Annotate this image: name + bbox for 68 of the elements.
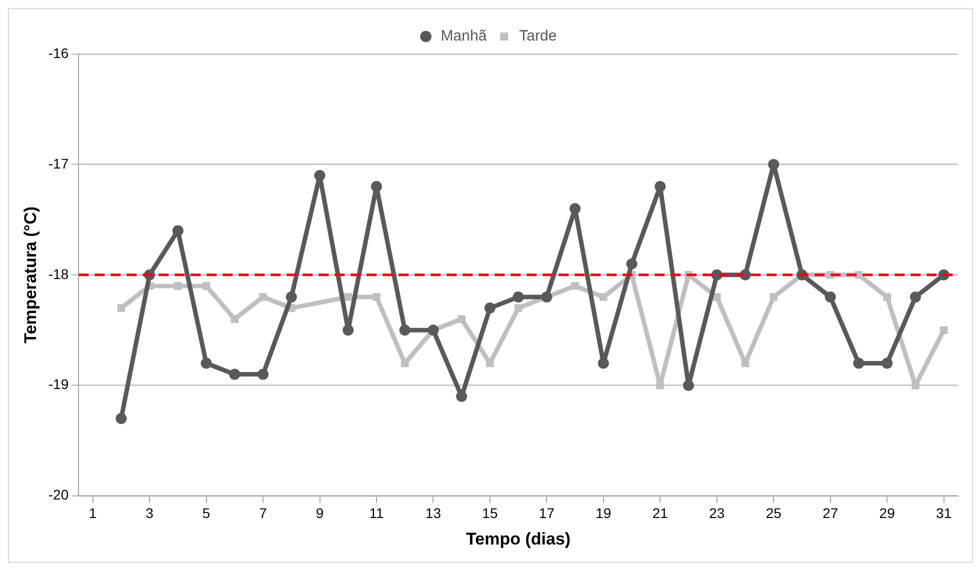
- point: [202, 282, 210, 290]
- point: [656, 381, 664, 390]
- point: [854, 271, 863, 279]
- legend-label: Manhã: [440, 28, 488, 45]
- x-tick-label: 7: [259, 505, 268, 522]
- x-tick-label: 9: [316, 505, 324, 522]
- x-tick-label: 13: [425, 505, 442, 522]
- y-axis-title: Temperatura (°C): [20, 206, 40, 344]
- point: [940, 326, 948, 334]
- point: [344, 293, 352, 301]
- point: [172, 225, 184, 236]
- point: [853, 358, 864, 369]
- x-tick-label: 23: [709, 505, 725, 522]
- x-tick-label: 27: [822, 505, 838, 522]
- point: [626, 258, 638, 270]
- point: [314, 170, 326, 181]
- y-tick-label: -16: [48, 44, 69, 61]
- point: [571, 282, 579, 290]
- y-tick-label: -20: [48, 486, 69, 503]
- y-tick-label: -17: [48, 155, 69, 172]
- point: [230, 315, 239, 323]
- point: [399, 324, 410, 336]
- point: [484, 302, 496, 314]
- point: [456, 390, 468, 402]
- x-tick-label: 21: [652, 505, 668, 522]
- point: [514, 304, 522, 312]
- point: [683, 380, 694, 391]
- point: [654, 181, 666, 192]
- point: [400, 359, 409, 368]
- x-tick-label: 29: [879, 505, 896, 522]
- y-tick-label: -18: [48, 266, 69, 282]
- point: [372, 293, 380, 301]
- point: [598, 358, 609, 369]
- point: [768, 158, 780, 170]
- point: [458, 315, 466, 323]
- point: [883, 293, 891, 301]
- point: [824, 291, 836, 302]
- x-tick-label: 3: [146, 505, 154, 522]
- point: [117, 304, 126, 312]
- x-tick-label: 11: [369, 505, 384, 522]
- x-tick-label: 5: [202, 505, 210, 522]
- point: [912, 381, 920, 390]
- x-tick-label: 17: [538, 505, 555, 522]
- legend-label: Tarde: [519, 28, 557, 45]
- point: [600, 293, 608, 301]
- point: [259, 293, 267, 301]
- point: [910, 291, 921, 302]
- x-tick-label: 25: [766, 505, 782, 522]
- point: [174, 282, 182, 290]
- x-axis-title: Tempo (dias): [466, 529, 571, 548]
- point: [342, 324, 354, 336]
- point: [229, 368, 240, 380]
- x-tick-label: 31: [936, 505, 952, 522]
- point: [570, 203, 581, 214]
- x-tick-label: 19: [596, 505, 612, 522]
- point: [286, 291, 297, 302]
- point: [370, 181, 382, 192]
- x-tick-label: 1: [88, 505, 97, 522]
- point: [770, 293, 778, 301]
- x-tick-label: 15: [482, 505, 498, 522]
- point: [258, 368, 269, 380]
- y-tick-label: -19: [48, 376, 69, 392]
- point: [741, 359, 750, 368]
- point: [116, 412, 127, 424]
- point: [712, 293, 721, 301]
- point: [200, 358, 212, 369]
- point: [512, 291, 524, 302]
- point: [882, 358, 893, 369]
